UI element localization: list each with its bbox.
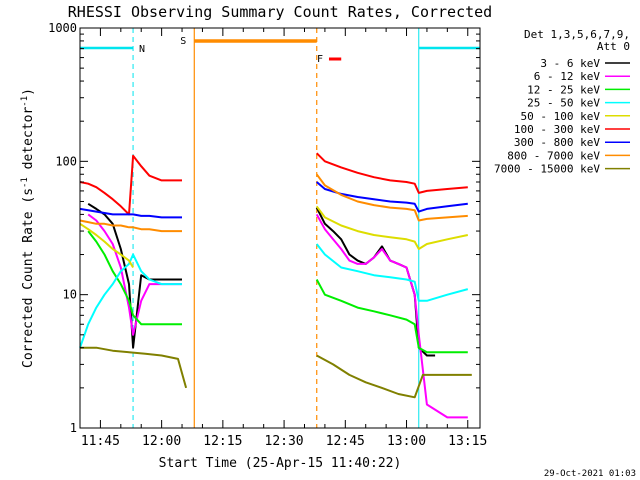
x-tick-label-6: 13:15	[448, 434, 487, 449]
series-line-3-1	[315, 243, 469, 302]
y-axis-label: Corrected Count Rate (s-1 detector-1)	[20, 88, 36, 368]
y-axis-label-sup2: -1	[20, 96, 30, 107]
night-label-0: N	[139, 44, 145, 55]
series-line-1-1	[315, 213, 468, 419]
legend-header-0: Det 1,3,5,6,7,9,	[524, 28, 630, 41]
series-line-5-1	[315, 152, 468, 194]
legend-label-0: 3 - 6 keV	[540, 57, 600, 70]
legend-label-3: 25 - 50 keV	[527, 97, 600, 110]
legend-label-5: 100 - 300 keV	[514, 123, 600, 136]
y-axis-label-main: Corrected Count Rate (s	[21, 188, 36, 368]
series-line-2-1	[315, 279, 468, 354]
legend-label-7: 800 - 7000 keV	[507, 149, 600, 162]
y-axis-label-sup1: -1	[20, 177, 30, 188]
y-tick-label-3: 1000	[48, 21, 77, 35]
series-layer	[79, 152, 472, 419]
y-tick-label-2: 100	[55, 154, 77, 168]
series-line-5-0	[79, 154, 182, 216]
x-tick-label-2: 12:15	[203, 434, 242, 449]
flare-label: F	[317, 54, 323, 65]
legend-header-1: Att 0	[597, 40, 630, 53]
x-tick-label-1: 12:00	[142, 434, 181, 449]
legend-label-6: 300 - 800 keV	[514, 136, 600, 149]
legend-label-4: 50 - 100 keV	[521, 110, 601, 123]
series-line-8-0	[80, 346, 188, 389]
y-tick-label-1: 10	[63, 288, 77, 302]
series-line-3-0	[79, 253, 182, 349]
x-tick-label-4: 12:45	[326, 434, 365, 449]
timestamp: 29-Oct-2021 01:03	[544, 469, 636, 479]
x-axis-label: Start Time (25-Apr-15 11:40:22)	[159, 456, 402, 471]
y-axis-label-end: )	[21, 88, 36, 96]
y-axis-label-mid: detector	[21, 107, 36, 178]
legend-label-8: 7000 - 15000 keV	[494, 163, 600, 176]
saa-label: S	[180, 36, 186, 47]
y-axis: 1 10 100 1000	[48, 21, 480, 435]
legend-label-2: 12 - 25 keV	[527, 83, 600, 96]
x-tick-label-5: 13:00	[387, 434, 426, 449]
plot-frame	[79, 27, 481, 429]
x-tick-label-3: 12:30	[265, 434, 304, 449]
chart-title: RHESSI Observing Summary Count Rates, Co…	[68, 3, 492, 21]
x-axis: 11:45 12:00 12:15 12:30 12:45 13:00 13:15	[79, 28, 487, 449]
y-tick-label-0: 1	[70, 421, 77, 435]
legend-label-1: 6 - 12 keV	[534, 70, 601, 83]
series-line-8-1	[316, 354, 472, 399]
series-line-4-1	[315, 205, 469, 250]
series-line-7-0	[79, 219, 182, 233]
series-line-7-1	[315, 173, 468, 222]
series-line-6-0	[79, 207, 182, 219]
series-line-4-0	[79, 222, 134, 269]
x-tick-label-0: 11:45	[81, 434, 120, 449]
series-line-0-1	[315, 207, 436, 357]
series-line-2-0	[87, 230, 182, 326]
